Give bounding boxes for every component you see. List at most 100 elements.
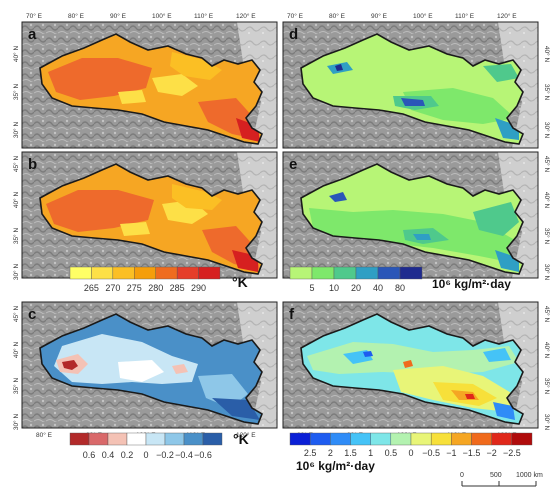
longitude-label: 100° E [152,12,172,20]
legend-tick: 2.5 [304,448,317,458]
legend-swatch [202,432,223,446]
latitude-label: 35° N [543,228,550,245]
value-zone [495,250,519,272]
panel-frame [21,301,278,429]
region-fill [301,164,523,274]
longitude-label: 110° E [194,12,214,20]
panel-frame [282,301,539,429]
value-zone [120,222,150,236]
legend-tick: −0.5 [422,448,440,458]
legend-swatch [377,266,401,280]
latitude-label: 45° N [12,156,20,173]
map-panel-d: d 70° E 80° E 90° E 100° E 110° E 120° E 40° N 3… [282,12,550,149]
longitude-label: 70° E [287,12,304,20]
legend-tick: 0.4 [102,450,115,460]
latitude-label: 45° N [12,306,20,323]
legend-tick: 10 [329,283,339,293]
legend-swatch [107,432,128,446]
legend-swatch [511,432,533,446]
value-zone [152,74,198,96]
legend-flux: 5 10 20 40 80 10⁶ kg/m²·day [289,266,511,293]
latitude-label: 35° N [12,378,20,395]
longitude-label: 80° E [36,431,53,439]
legend-tick: 1 [368,448,373,458]
legend-tick: 280 [148,283,163,293]
legend-tick: 270 [105,283,120,293]
legend-swatch [410,432,432,446]
panel-letter: e [289,156,297,173]
region-outline [39,313,263,425]
legend-swatch [390,432,412,446]
value-zone [473,202,519,236]
map-panel-b: b 45° N 40° N 35° N 30° N [12,151,278,280]
latitude-label: 35° N [543,84,550,101]
latitude-label: 40° N [543,192,550,209]
latitude-label: 40° N [12,192,20,209]
legend-tick: −0.4 [175,450,193,460]
region-outline [39,33,263,145]
legend-tick: 265 [84,283,99,293]
region-fill [40,34,262,144]
longitude-label: 70° E [26,12,43,20]
legend-tick: 290 [191,283,206,293]
legend-swatch [176,266,199,280]
legend-tick: −1.5 [463,448,481,458]
latitude-label: 30° N [12,122,20,139]
latitude-label: 45° N [543,306,550,323]
region-fill [301,314,523,424]
legend-swatch [88,432,109,446]
legend-swatch [333,266,357,280]
latitude-label: 40° N [543,46,550,63]
legend-swatch [164,432,185,446]
legend-tick: 1.5 [344,448,357,458]
panel-letter: c [28,306,36,323]
latitude-label: 40° N [543,342,550,359]
legend-tick: 80 [395,283,405,293]
legend-swatch [350,432,371,446]
value-zone [363,351,373,357]
latitude-label: 45° N [543,156,550,173]
legend-swatch [112,266,135,280]
value-zone [172,364,188,374]
value-zone [483,348,511,362]
legend-tick: −1 [446,448,456,458]
legend-swatch [289,266,313,280]
legend-tick: 40 [373,283,383,293]
map-panel-a: a 70° E 80° E 90° E 100° E 110° E 120° E 40° N 3… [12,12,278,149]
region-outline [300,33,524,145]
legend-swatch [491,432,513,446]
value-zone [413,234,431,240]
scale-tick-0: 0 [460,472,464,479]
region-fill [40,314,262,424]
legend-swatch [69,432,90,446]
legend-tick: 285 [170,283,185,293]
legend-swatch [471,432,492,446]
legend-tick: −0.2 [156,450,174,460]
legend-tick: 20 [351,283,361,293]
panel-letter: f [289,306,295,323]
value-zone [118,90,146,104]
legend-tick: −0.6 [194,450,212,460]
legend-swatch [91,266,114,280]
legend-tick: 0 [408,448,413,458]
legend-flux-difference-unit: 10⁶ kg/m²·day [296,459,375,473]
panel-frame [21,21,278,149]
legend-swatch [311,266,335,280]
scale-tick-1000: 1000 km [516,472,543,479]
map-panel-e: e 45° N 40° N 35° N 30° N [282,151,550,280]
legend-tick: 5 [309,283,314,293]
legend-temperature-difference-unit: °K [233,431,249,447]
legend-temperature: 265 270 275 280 285 290 °K [69,266,248,293]
latitude-label: 30° N [543,414,550,431]
latitude-label: 30° N [543,122,550,139]
legend-swatch [155,266,178,280]
value-zone [212,398,260,420]
legend-tick: 2 [328,448,333,458]
latitude-label: 30° N [12,414,20,431]
legend-swatch [183,432,204,446]
latitude-label: 40° N [12,46,20,63]
legend-flux-difference: 2.5 2 1.5 1 0.5 0 −0.5 −1 −1.5 −2 −2.5 10⁶ kg/m²·d… [289,432,533,473]
